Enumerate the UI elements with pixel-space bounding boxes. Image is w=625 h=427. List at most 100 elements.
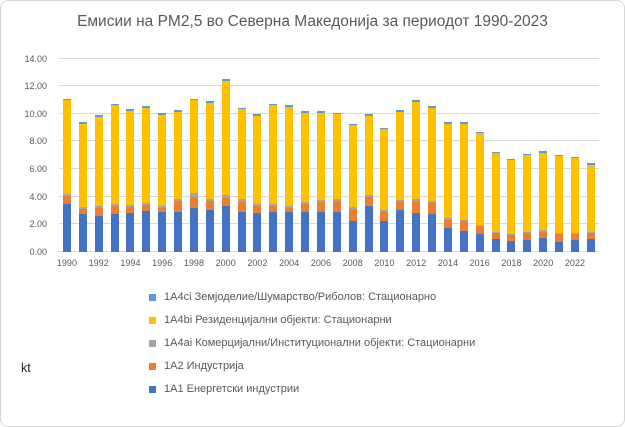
segment-1A1-2009 [364, 206, 373, 252]
segment-1A4ci-2015 [459, 122, 468, 124]
gridline [59, 223, 599, 225]
segment-1A1-2015 [459, 231, 468, 252]
y-axis-tick-label: 2.00 [29, 219, 47, 230]
gridline [59, 195, 599, 197]
x-axis-tick-label: 1990 [56, 257, 77, 268]
segment-1A4bi-2016 [475, 133, 484, 225]
segment-1A2-2021 [555, 234, 564, 243]
stacked-bar-2018 [507, 59, 516, 252]
stacked-bar-2003 [269, 59, 278, 252]
bar-slot-1991 [75, 59, 91, 252]
segment-1A1-2013 [428, 214, 437, 252]
x-axis-tick-label: 1998 [183, 257, 204, 268]
gridline [59, 112, 599, 114]
x-axis-tick-label: 2016 [469, 257, 490, 268]
stacked-bar-2002 [253, 59, 262, 252]
segment-1A2-2016 [475, 226, 484, 235]
segment-1A4ci-1999 [205, 101, 214, 104]
bar-slot-2021 [551, 59, 567, 252]
stacked-bar-2004 [285, 59, 294, 252]
segment-1A2-2006 [316, 202, 325, 213]
x-axis-tick-label: 1996 [152, 257, 173, 268]
x-axis-tick-label: 2022 [564, 257, 585, 268]
segment-1A4ci-1991 [78, 122, 87, 124]
segment-1A1-1992 [94, 215, 103, 252]
segment-1A2-1995 [142, 204, 151, 212]
bar-slot-2012: 2012 [406, 59, 426, 268]
segment-1A4ai-1993 [110, 204, 119, 207]
segment-1A4ci-2010 [380, 127, 389, 130]
segment-1A1-2019 [523, 239, 532, 252]
segment-1A4ai-2005 [301, 202, 310, 205]
segment-1A1-2008 [348, 221, 357, 252]
segment-1A4ci-2013 [428, 106, 437, 108]
stacked-bar-2006 [316, 59, 325, 252]
y-axis-tick-label: 6.00 [29, 163, 47, 174]
segment-1A4bi-2015 [459, 123, 468, 220]
plot-area: 1990 1992 1994 1996 1998 2000 2002 2004 2006 2008… [57, 57, 599, 268]
segment-1A4bi-2014 [443, 123, 452, 218]
segment-1A4ai-2017 [491, 231, 500, 234]
segment-1A4bi-1992 [94, 116, 103, 207]
segment-1A2-2018 [507, 235, 516, 242]
segment-1A4bi-2010 [380, 129, 389, 210]
segment-1A4ci-2012 [412, 100, 421, 102]
segment-1A2-2010 [380, 211, 389, 221]
segment-1A1-2002 [253, 213, 262, 252]
stacked-bar-1997 [174, 59, 183, 252]
segment-1A4ai-2003 [269, 204, 278, 207]
segment-1A4bi-2013 [428, 107, 437, 201]
segment-1A4ai-2021 [555, 233, 564, 235]
stacked-bar-1992 [94, 59, 103, 252]
legend-item-1A1: 1A1 Енергетски индустрии [149, 378, 624, 401]
segment-1A2-2009 [364, 197, 373, 207]
legend-swatch-1A4ci [149, 293, 156, 301]
y-axis-tick-label: 8.00 [29, 136, 47, 147]
segment-1A1-2011 [396, 209, 405, 252]
segment-1A2-2014 [443, 220, 452, 229]
x-axis-tick-label: 2002 [247, 257, 268, 268]
segment-1A2-2022 [570, 234, 579, 240]
segment-1A2-2011 [396, 201, 405, 210]
segment-1A1-2016 [475, 234, 484, 252]
bar-slot-2003 [265, 59, 281, 252]
segment-1A4bi-2019 [523, 155, 532, 232]
segment-1A2-2013 [428, 202, 437, 215]
gridline [59, 167, 599, 169]
stacked-bar-1990 [62, 59, 71, 252]
x-axis-tick-label: 2012 [406, 257, 427, 268]
segment-1A4ai-2004 [285, 205, 294, 208]
segment-1A4ci-2001 [237, 107, 246, 110]
bar-slot-2014: 2014 [438, 59, 458, 268]
stacked-bar-2019 [523, 59, 532, 252]
segment-1A1-2021 [555, 242, 564, 252]
bar-slot-1994: 1994 [120, 59, 140, 268]
segment-1A2-1997 [174, 201, 183, 212]
stacked-bar-1993 [110, 59, 119, 252]
segment-1A4ci-2000 [221, 79, 230, 82]
segment-1A4ai-2018 [507, 233, 516, 236]
bar-slot-2001 [234, 59, 250, 252]
x-axis-tick-label: 1994 [120, 257, 141, 268]
segment-1A4ai-1995 [142, 202, 151, 205]
segment-1A4bi-2002 [253, 115, 262, 205]
stacked-bar-2017 [491, 59, 500, 252]
legend-item-1A4ai: 1A4ai Комерцијални/Институционални објек… [149, 332, 624, 355]
bar-slot-2016: 2016 [470, 59, 490, 268]
segment-1A4bi-1998 [189, 100, 198, 194]
segment-1A4ai-2012 [412, 199, 421, 202]
segment-1A1-2006 [316, 212, 325, 252]
stacked-bar-2015 [459, 59, 468, 252]
segment-1A4ai-2001 [237, 199, 246, 203]
segment-1A4ci-1993 [110, 103, 119, 106]
bar-slot-2013 [424, 59, 440, 252]
segment-1A4bi-2011 [396, 112, 405, 201]
segment-1A1-2023 [586, 239, 595, 252]
segment-1A4ci-2003 [269, 103, 278, 106]
segment-1A4ai-2011 [396, 200, 405, 202]
segment-1A1-1995 [142, 211, 151, 252]
segment-1A1-2017 [491, 239, 500, 252]
legend-swatch-1A2 [149, 362, 156, 370]
segment-1A4ci-2009 [364, 113, 373, 116]
stacked-bar-2007 [332, 59, 341, 252]
